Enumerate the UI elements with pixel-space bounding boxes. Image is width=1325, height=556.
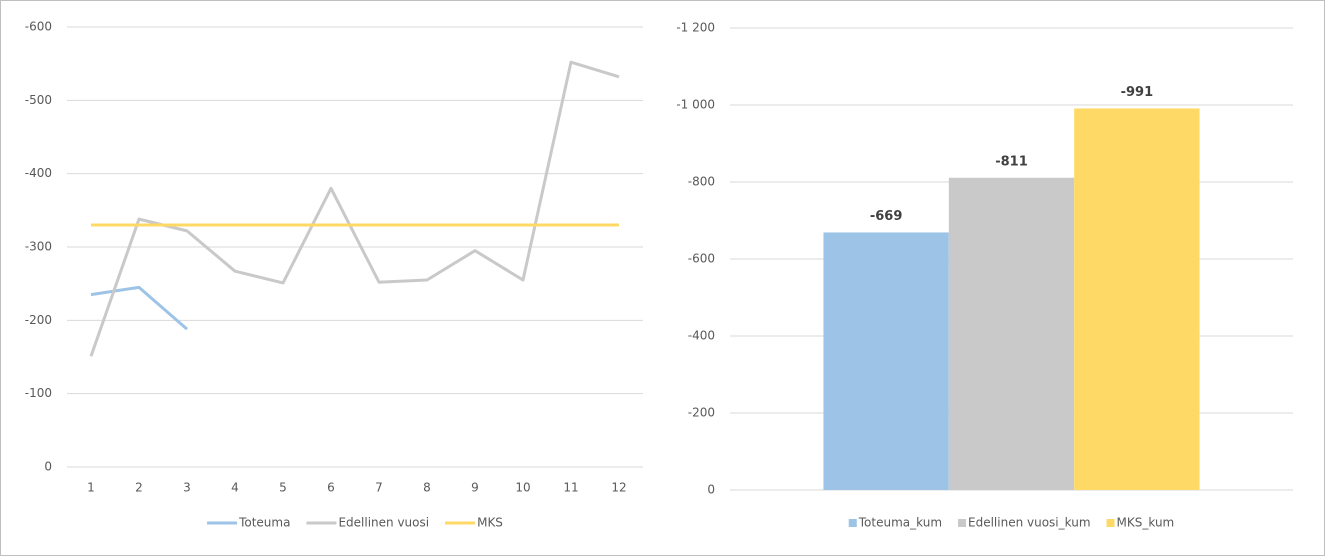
y-tick-label: -800: [688, 175, 715, 189]
line-series: [89, 60, 620, 357]
x-tick-label: 5: [279, 481, 287, 495]
y-tick-label: -200: [688, 406, 715, 420]
y-tick-label: 0: [44, 460, 52, 474]
legend-label: Edellinen vuosi_kum: [968, 516, 1091, 530]
value-label: -991: [1121, 85, 1154, 100]
y-tick-label: -400: [25, 166, 52, 180]
legend: Toteuma_kum Edellinen vuosi_kum MKS_kum: [848, 516, 1175, 530]
bar: [948, 177, 1075, 490]
bar: [823, 232, 949, 490]
legend-swatch: [1106, 519, 1115, 527]
legend-swatch: [958, 519, 967, 527]
y-tick-label: -300: [25, 240, 52, 254]
x-tick-label: 9: [471, 481, 479, 495]
x-tick-label: 8: [423, 481, 431, 495]
y-tick-label: -600: [688, 252, 715, 266]
x-tick-label: 2: [135, 481, 143, 495]
y-tick-label: -500: [25, 93, 52, 107]
y-tick-label: -200: [25, 313, 52, 327]
x-tick-label: 7: [375, 481, 383, 495]
x-tick-label: 4: [231, 481, 239, 495]
legend-label: MKS: [477, 516, 503, 530]
y-tick-label: -600: [25, 20, 52, 34]
legend-swatch: [848, 519, 857, 527]
x-tick-label: 3: [183, 481, 191, 495]
x-tick-label: 11: [563, 481, 578, 495]
y-tick-label: -400: [688, 329, 715, 343]
y-tick-label: -100: [25, 386, 52, 400]
x-tick-label: 12: [611, 481, 626, 495]
x-tick-label: 6: [327, 481, 335, 495]
line-series: [90, 285, 188, 331]
legend-label: MKS_kum: [1117, 516, 1175, 530]
value-label: -669: [870, 209, 903, 224]
bar: [1074, 108, 1200, 490]
x-tick-label: 1: [87, 481, 95, 495]
value-label: -811: [995, 154, 1028, 169]
legend-label: Toteuma: [238, 516, 290, 530]
legend-label: Toteuma_kum: [858, 516, 942, 530]
y-tick-label: -1 200: [676, 21, 715, 35]
legend-label: Edellinen vuosi: [338, 516, 429, 530]
y-tick-label: 0: [707, 483, 715, 497]
legend: Toteuma Edellinen vuosi MKS: [207, 516, 503, 530]
x-tick-label: 10: [515, 481, 530, 495]
y-tick-label: -1 000: [676, 98, 715, 112]
